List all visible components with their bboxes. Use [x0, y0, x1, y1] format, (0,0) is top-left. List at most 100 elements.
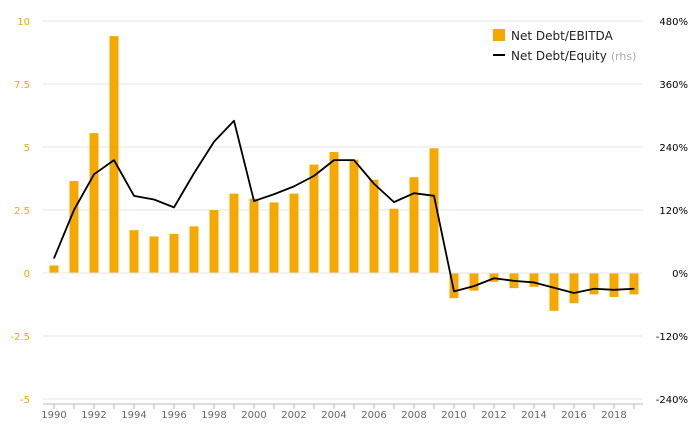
line-point-2008 — [413, 192, 415, 194]
x-tick-label: 2016 — [561, 410, 586, 421]
line-point-2004 — [333, 159, 335, 161]
line-point-2009 — [433, 195, 435, 197]
line-point-2019 — [633, 288, 635, 290]
x-tick-label: 2012 — [481, 410, 506, 421]
bar-1999 — [229, 193, 239, 273]
legend-line-name: Net Debt/Equity — [511, 49, 607, 63]
bar-2004 — [329, 152, 339, 273]
bar-1996 — [169, 233, 179, 273]
line-point-2013 — [513, 280, 515, 282]
line-point-2000 — [253, 200, 255, 202]
x-tick-label: 2010 — [441, 410, 466, 421]
x-tick-label: 2002 — [281, 410, 306, 421]
line-point-1993 — [113, 159, 115, 161]
left-tick-label: 0 — [24, 269, 30, 280]
x-tick-label: 1992 — [81, 410, 106, 421]
bar-2018 — [609, 273, 619, 297]
bar-1992 — [89, 133, 99, 273]
bar-2016 — [569, 273, 579, 304]
line-point-2018 — [613, 289, 615, 291]
line-point-2016 — [573, 292, 575, 294]
legend-line-suffix: (rhs) — [611, 50, 637, 63]
left-tick-label: 10 — [17, 17, 30, 28]
right-tick-label: 240% — [659, 143, 688, 154]
bar-1994 — [129, 230, 139, 273]
gridlines — [43, 20, 643, 400]
legend-bar-label: Net Debt/EBITDA — [511, 29, 614, 43]
bar-2019 — [629, 273, 639, 295]
left-tick-label: -2.5 — [10, 332, 30, 343]
line-point-1990 — [53, 257, 55, 259]
line-point-2001 — [273, 193, 275, 195]
bar-2009 — [429, 148, 439, 273]
bar-1995 — [149, 236, 159, 273]
bar-2006 — [369, 179, 379, 273]
left-tick-label: -5 — [20, 395, 30, 406]
line-point-2002 — [293, 185, 295, 187]
right-tick-label: 0% — [672, 269, 688, 280]
left-tick-label: 5 — [24, 143, 30, 154]
right-tick-label: 360% — [659, 80, 688, 91]
bar-2005 — [349, 159, 359, 273]
bar-2001 — [269, 202, 279, 273]
bar-1991 — [69, 181, 79, 273]
legend: Net Debt/EBITDA Net Debt/Equity (rhs) — [493, 29, 636, 63]
line-series — [53, 119, 635, 294]
left-tick-label: 7.5 — [14, 80, 30, 91]
right-axis-ticks: -240% -120% 0% 120% 240% 360% 480% — [656, 17, 688, 406]
x-tick-label: 1990 — [41, 410, 66, 421]
bar-2002 — [289, 193, 299, 273]
bar-1990 — [49, 265, 59, 273]
bar-2017 — [589, 273, 599, 295]
x-tick-label: 2014 — [521, 410, 546, 421]
x-tick-label: 1994 — [121, 410, 146, 421]
line-point-1994 — [133, 195, 135, 197]
line-point-2014 — [533, 281, 535, 284]
x-tick-label: 2008 — [401, 410, 426, 421]
bar-2011 — [469, 273, 479, 291]
line-point-2011 — [473, 285, 475, 287]
x-tick-label: 2006 — [361, 410, 386, 421]
x-tick-label: 1998 — [201, 410, 226, 421]
bar-2007 — [389, 208, 399, 273]
bar-2000 — [249, 198, 259, 273]
bar-2015 — [549, 273, 559, 311]
x-tick-label: 2004 — [321, 410, 346, 421]
right-tick-label: 480% — [659, 17, 688, 28]
legend-bar-swatch — [493, 29, 505, 41]
right-tick-label: -120% — [656, 332, 688, 343]
line-point-2015 — [553, 287, 555, 289]
line-net-debt-equity — [53, 119, 635, 294]
bar-2008 — [409, 177, 419, 273]
line-point-1997 — [193, 172, 195, 174]
bar-1993 — [109, 36, 119, 274]
line-point-2010 — [453, 290, 455, 292]
line-point-1991 — [73, 209, 75, 211]
bar-1997 — [189, 226, 199, 273]
line-point-1999 — [233, 120, 235, 122]
line-point-1992 — [93, 173, 95, 175]
line-point-2005 — [353, 159, 355, 161]
line-point-2003 — [313, 175, 315, 177]
line-point-2012 — [493, 277, 495, 279]
left-tick-label: 2.5 — [14, 206, 30, 217]
line-point-2017 — [593, 288, 595, 290]
line-point-1998 — [213, 141, 215, 143]
line-point-2006 — [373, 183, 375, 185]
x-tick-label: 2018 — [601, 410, 626, 421]
line-point-1996 — [173, 206, 175, 208]
x-tick-label: 1996 — [161, 410, 186, 421]
x-axis-ticks: 1990 1992 1994 1996 1998 2000 2002 2004 2006 2008… — [41, 404, 635, 421]
bar-2003 — [309, 164, 319, 273]
legend-line-label: Net Debt/Equity (rhs) — [511, 49, 636, 63]
line-point-1995 — [153, 198, 155, 201]
bar-2014 — [529, 273, 539, 287]
left-axis-ticks: -5 -2.5 0 2.5 5 7.5 10 — [10, 17, 30, 406]
bar-2010 — [449, 273, 459, 299]
x-tick-label: 2000 — [241, 410, 266, 421]
right-tick-label: -240% — [656, 395, 688, 406]
line-point-2007 — [393, 201, 395, 203]
right-tick-label: 120% — [659, 206, 688, 217]
bar-1998 — [209, 210, 219, 273]
